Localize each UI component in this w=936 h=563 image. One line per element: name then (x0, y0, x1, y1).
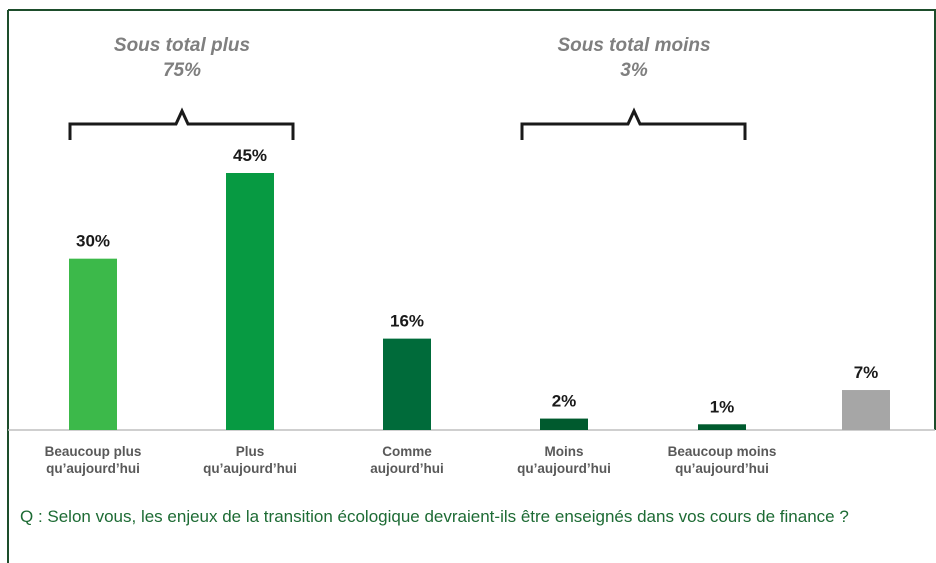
bar (540, 418, 588, 430)
bar (383, 338, 431, 430)
annotation-value: 3% (620, 60, 648, 81)
value-label: 2% (552, 392, 577, 411)
value-label: 30% (76, 232, 110, 251)
x-tick-label: Moins qu’aujourd’hui (517, 444, 611, 476)
value-label: 1% (710, 397, 735, 416)
bar (226, 173, 274, 430)
x-tick-label: Beaucoup moins qu’aujourd’hui (667, 444, 777, 476)
annotation-title: Sous total moins (557, 35, 710, 56)
annotation-value: 75% (163, 60, 201, 81)
bar (69, 258, 117, 430)
x-tick-label: Beaucoup plus qu’aujourd’hui (44, 444, 142, 476)
value-label: 7% (854, 363, 879, 382)
value-label: 16% (390, 312, 424, 331)
annotation-title: Sous total plus (114, 35, 250, 56)
question: Q : Selon vous, les enjeux de la transit… (20, 507, 849, 526)
bracket-plus (68, 107, 295, 140)
x-tick-label: Comme aujourd’hui (370, 444, 444, 476)
bracket-moins (520, 107, 747, 140)
brackets (68, 107, 747, 140)
value-label: 45% (233, 146, 267, 165)
x-tick-label: Plus qu’aujourd’hui (203, 444, 297, 476)
bar (842, 390, 890, 430)
bar (698, 424, 746, 430)
